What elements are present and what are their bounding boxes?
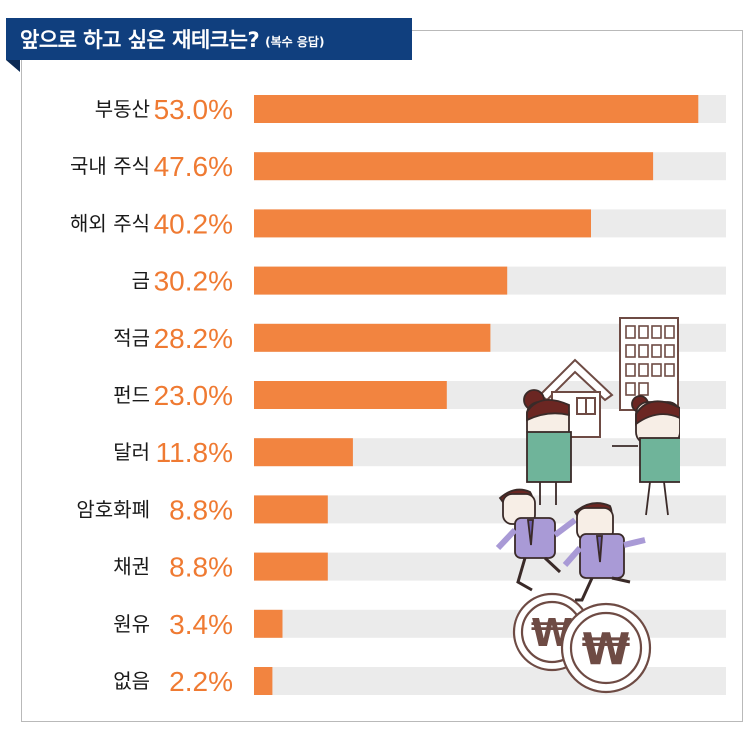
value-label: 47.6% — [154, 151, 233, 182]
office-building-icon — [619, 317, 679, 411]
value-label: 8.8% — [169, 494, 233, 525]
value-label: 3.4% — [169, 609, 233, 640]
svg-text:₩: ₩ — [582, 624, 631, 675]
category-label: 원유 — [113, 612, 150, 636]
bar-1 — [254, 152, 654, 181]
won-coin-icon: ₩ ₩ — [512, 592, 652, 694]
category-label: 채권 — [113, 555, 150, 579]
value-label: 40.2% — [154, 208, 233, 239]
value-label: 28.2% — [154, 323, 233, 354]
value-label: 30.2% — [154, 266, 233, 297]
category-label: 금 — [132, 269, 150, 293]
value-label: 2.2% — [169, 666, 233, 697]
bar-4 — [254, 323, 491, 352]
bar-2 — [254, 209, 591, 238]
category-label: 암호화폐 — [76, 497, 150, 521]
bar-6 — [254, 438, 353, 467]
bar-5 — [254, 381, 447, 409]
bar-track — [254, 667, 726, 695]
value-label: 23.0% — [154, 380, 233, 411]
chart-subtitle: (복수 응답) — [265, 34, 325, 49]
category-label: 부동산 — [95, 97, 150, 121]
value-label: 8.8% — [169, 552, 233, 583]
running-man-left — [495, 488, 577, 592]
value-label: 53.0% — [154, 94, 233, 125]
bar-8 — [254, 552, 328, 581]
bar-7 — [254, 495, 328, 524]
category-label: 국내 주식 — [70, 154, 150, 178]
value-label: 11.8% — [156, 437, 233, 468]
category-label: 달러 — [113, 440, 150, 464]
category-label: 없음 — [113, 669, 150, 693]
chart-title: 앞으로 하고 싶은 재테크는? — [20, 28, 260, 52]
bar-0 — [254, 95, 699, 123]
bar-9 — [254, 609, 283, 638]
woman-figure-right — [612, 395, 680, 516]
bar-3 — [254, 266, 508, 295]
title-tab-fold — [6, 60, 20, 72]
title-tab: 앞으로 하고 싶은 재테크는? (복수 응답) — [6, 18, 412, 60]
category-label: 해외 주식 — [70, 211, 150, 235]
running-man-right — [562, 502, 646, 602]
category-label: 펀드 — [113, 383, 150, 407]
category-label: 적금 — [113, 326, 150, 350]
finance-people-illustration: ₩ ₩ — [495, 317, 680, 694]
bar-10 — [254, 667, 273, 695]
woman-figure-left — [523, 389, 572, 505]
bar-track — [254, 552, 726, 581]
